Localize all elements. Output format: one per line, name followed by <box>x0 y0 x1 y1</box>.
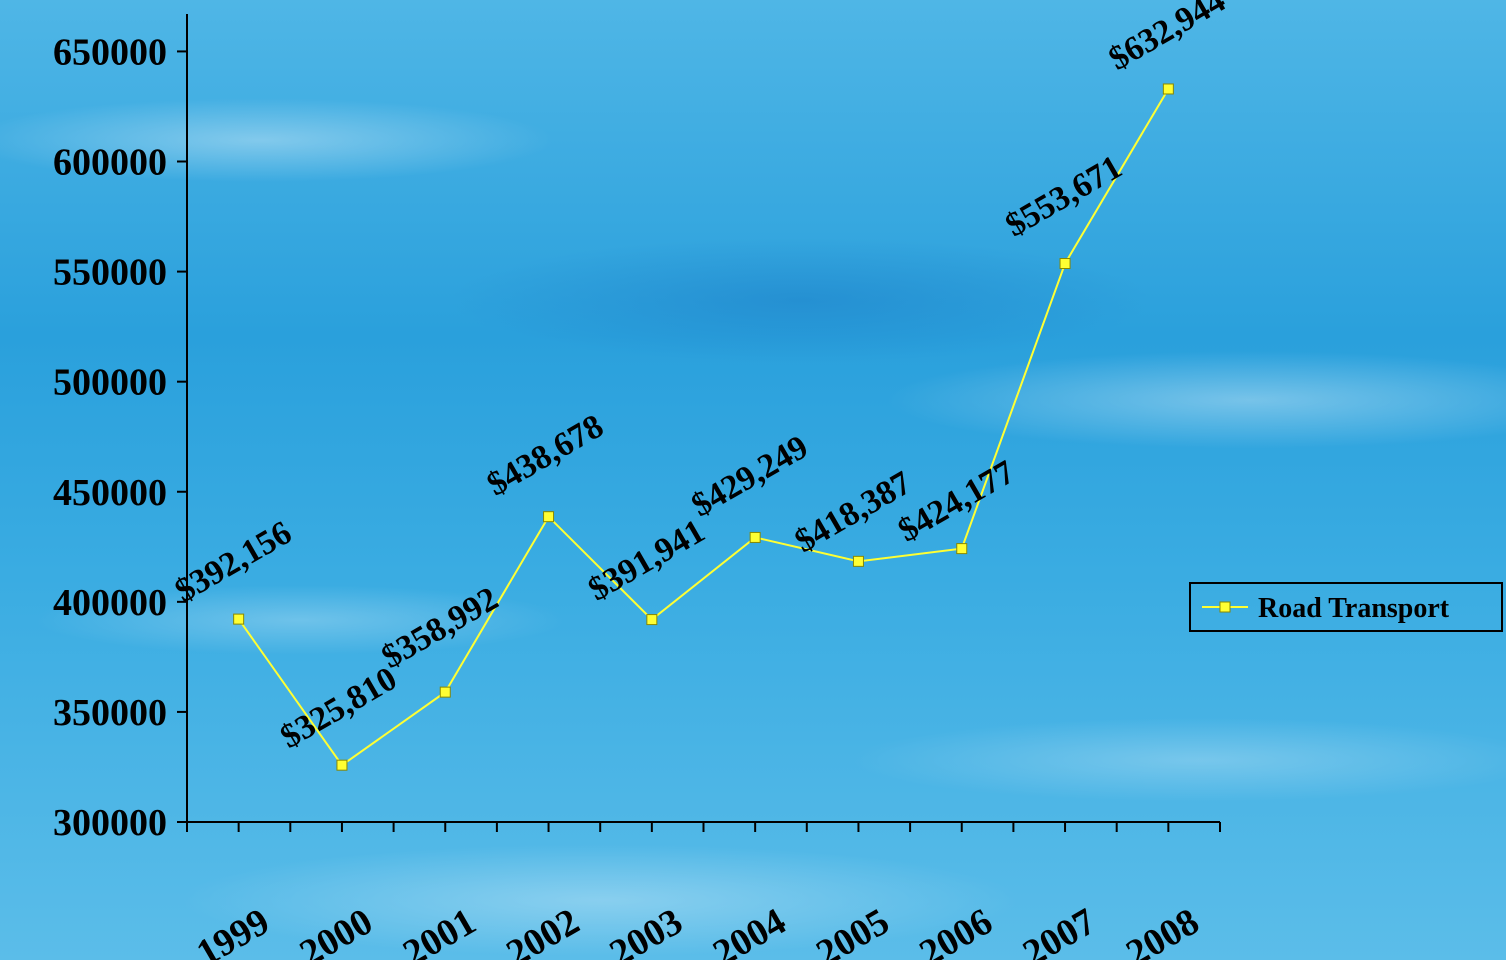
x-tick-label: 2000 <box>293 900 380 960</box>
data-point <box>852 555 864 567</box>
x-axis-ticks: 1999 2000 2001 2002 2003 2004 2005 2006 2007 2008 <box>186 822 1221 960</box>
y-tick-label: 600000 <box>53 142 167 184</box>
y-tick-label: 450000 <box>53 472 167 514</box>
data-point <box>336 759 348 771</box>
y-tick-label: 650000 <box>53 31 167 73</box>
y-tick-label: 300000 <box>53 802 167 844</box>
x-tick-label: 2001 <box>396 900 483 960</box>
data-label: $358,992 <box>376 580 505 676</box>
data-point <box>956 543 968 555</box>
y-axis-ticks: 300000 350000 400000 450000 500000 550000 6000… <box>53 31 187 844</box>
legend-label: Road Transport <box>1258 593 1450 624</box>
data-label: $325,810 <box>274 660 403 756</box>
data-point <box>1059 258 1071 270</box>
x-tick-label: 2008 <box>1119 900 1206 960</box>
x-tick-label: 2006 <box>913 900 1000 960</box>
data-labels: $392,156 $325,810$358,992 $438,678$391,941… <box>169 0 1232 756</box>
data-label: $392,156 <box>169 514 298 610</box>
x-tick-label: 2005 <box>809 900 896 960</box>
data-point <box>749 531 761 543</box>
data-label: $418,387 <box>789 464 918 560</box>
data-point <box>543 511 555 523</box>
y-tick-label: 500000 <box>53 362 167 404</box>
legend: Road Transport <box>1189 582 1503 632</box>
y-tick-label: 550000 <box>53 252 167 294</box>
x-tick-label: 2007 <box>1016 900 1103 960</box>
data-label: $424,177 <box>892 454 1021 550</box>
x-tick-label: 2004 <box>706 900 793 960</box>
data-point <box>233 613 245 625</box>
data-point <box>646 614 658 626</box>
x-tick-label: 1999 <box>190 900 277 960</box>
data-point <box>1162 83 1174 95</box>
x-tick-label: 2003 <box>603 900 690 960</box>
data-label: $438,678 <box>481 408 610 504</box>
data-point <box>439 686 451 698</box>
data-label: $553,671 <box>999 149 1128 245</box>
y-tick-label: 400000 <box>53 582 167 624</box>
series-line <box>237 88 1170 767</box>
series-road-transport <box>233 83 1174 771</box>
y-tick-label: 350000 <box>53 692 167 734</box>
data-label: $632,944 <box>1103 0 1232 78</box>
legend-marker <box>1219 601 1231 613</box>
legend-box <box>1189 582 1503 632</box>
data-label: $391,941 <box>582 513 711 609</box>
data-label: $429,249 <box>685 428 814 524</box>
x-tick-label: 2002 <box>499 900 586 960</box>
